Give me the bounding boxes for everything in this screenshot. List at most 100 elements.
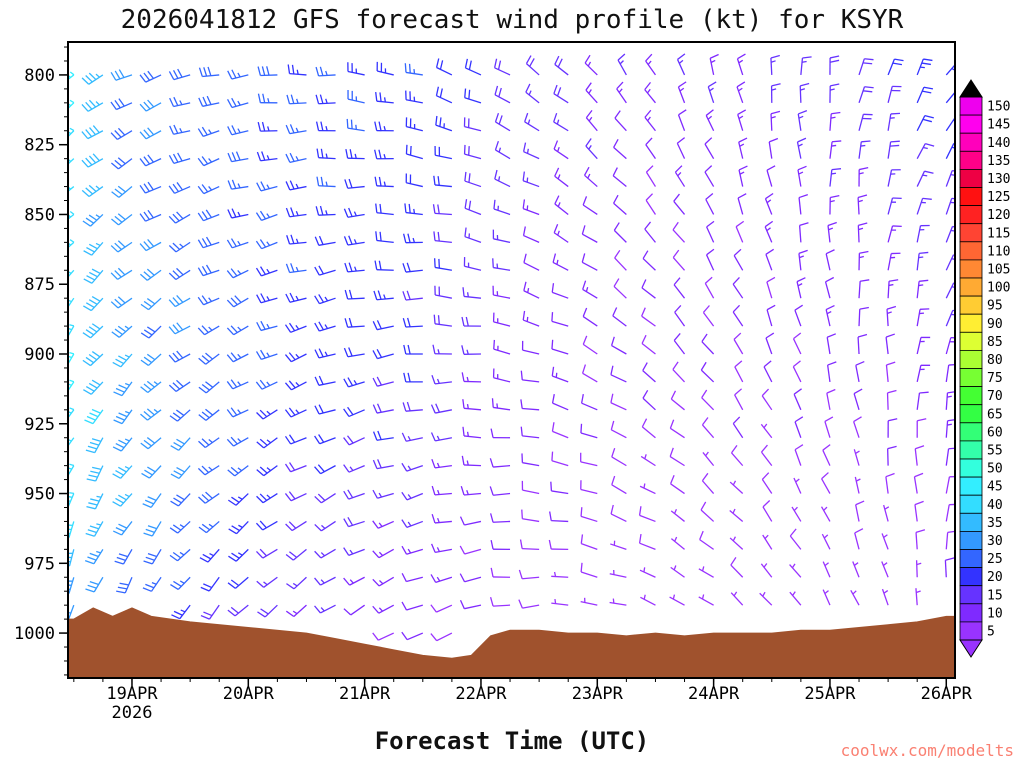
wind-barb [760,423,773,439]
wind-barb [347,62,365,76]
wind-barb [794,444,804,466]
wind-barb [112,493,133,507]
wind-barb [580,480,598,495]
wind-barb [733,248,744,271]
wind-barb [641,307,656,327]
wind-barb [82,351,104,367]
wind-barb [255,239,278,250]
wind-barb [881,561,889,578]
wind-barb [375,231,394,244]
wind-barb [613,222,627,243]
wind-barb [676,137,686,159]
colorbar-cell [959,422,983,442]
wind-barb [116,576,133,594]
wind-barb [257,93,278,104]
wind-barb [887,58,904,76]
wind-barb [732,416,744,439]
wind-barb [522,142,540,160]
wind-barb [226,325,249,336]
wind-barb [401,491,424,501]
wind-barb [85,437,104,454]
wind-barb [640,454,656,467]
wind-barb [670,390,685,411]
wind-barb [704,137,715,159]
wind-barb [582,196,598,216]
colorbar-cell [959,259,983,279]
wind-barb [462,426,482,439]
wind-barb [883,504,890,522]
wind-barb [645,193,656,215]
wind-barb [613,194,627,215]
colorbar-cell [959,295,983,315]
wind-barb [139,70,162,83]
wind-barb [853,416,862,438]
wind-barb [885,333,895,355]
wind-barb [402,401,423,412]
wind-barb [642,362,656,383]
wind-barb [284,491,307,502]
colorbar-cell [959,132,983,152]
wind-barb [887,112,901,131]
wind-barb [763,360,773,383]
wind-barb [492,312,511,327]
wind-barb [170,437,191,451]
colorbar-label: 55 [987,443,1003,458]
wind-barb [945,197,955,215]
wind-barb [735,220,745,243]
wind-barb [403,344,423,355]
wind-barb [227,465,249,477]
wind-barb [766,165,776,187]
wind-barb [672,221,686,243]
colorbar-label: 110 [987,244,1010,259]
wind-barb [375,203,394,216]
wind-barb [110,157,133,170]
wind-barb [401,631,424,641]
wind-barb [170,465,191,480]
wind-barb [677,109,687,131]
wind-barb [797,165,807,187]
wind-barb [113,409,133,425]
wind-barb [489,458,511,468]
wind-barb [344,262,365,273]
wind-barb [853,388,863,411]
colorbar-cell [959,349,983,369]
wind-barb [461,345,481,355]
wind-barb [582,335,598,355]
wind-barb [256,437,278,449]
wind-barb [226,407,249,418]
wind-barb [669,419,685,439]
wind-barb [913,472,924,494]
wind-barb [255,548,278,559]
wind-barb [285,180,307,191]
y-tick-label: 875 [24,275,55,295]
wind-barb [610,540,627,550]
colorbar-label: 80 [987,353,1003,368]
wind-barb [461,372,481,383]
wind-barb [462,399,482,411]
wind-barb [729,508,744,522]
wind-barb [738,165,748,187]
wind-barb [553,112,569,132]
wind-barb [255,349,278,360]
wind-barb [168,379,191,392]
wind-barb [916,364,931,383]
wind-barb [916,197,932,215]
wind-barb [641,334,656,355]
watermark-link[interactable]: coolwx.com/modelts [840,741,1014,760]
wind-barb [704,276,715,299]
wind-barb [84,549,104,565]
wind-barb [887,85,902,103]
wind-barb [521,480,540,495]
wind-barb [581,364,598,383]
wind-barb [796,277,806,299]
wind-barb [257,604,278,618]
colorbar-cell [959,458,983,478]
wind-barb [198,381,220,394]
colorbar-cell [959,386,983,406]
wind-barb [887,225,902,243]
wind-barb [197,465,220,476]
wind-barb [226,238,249,249]
colorbar-cell [959,205,983,225]
wind-barb [916,308,930,327]
